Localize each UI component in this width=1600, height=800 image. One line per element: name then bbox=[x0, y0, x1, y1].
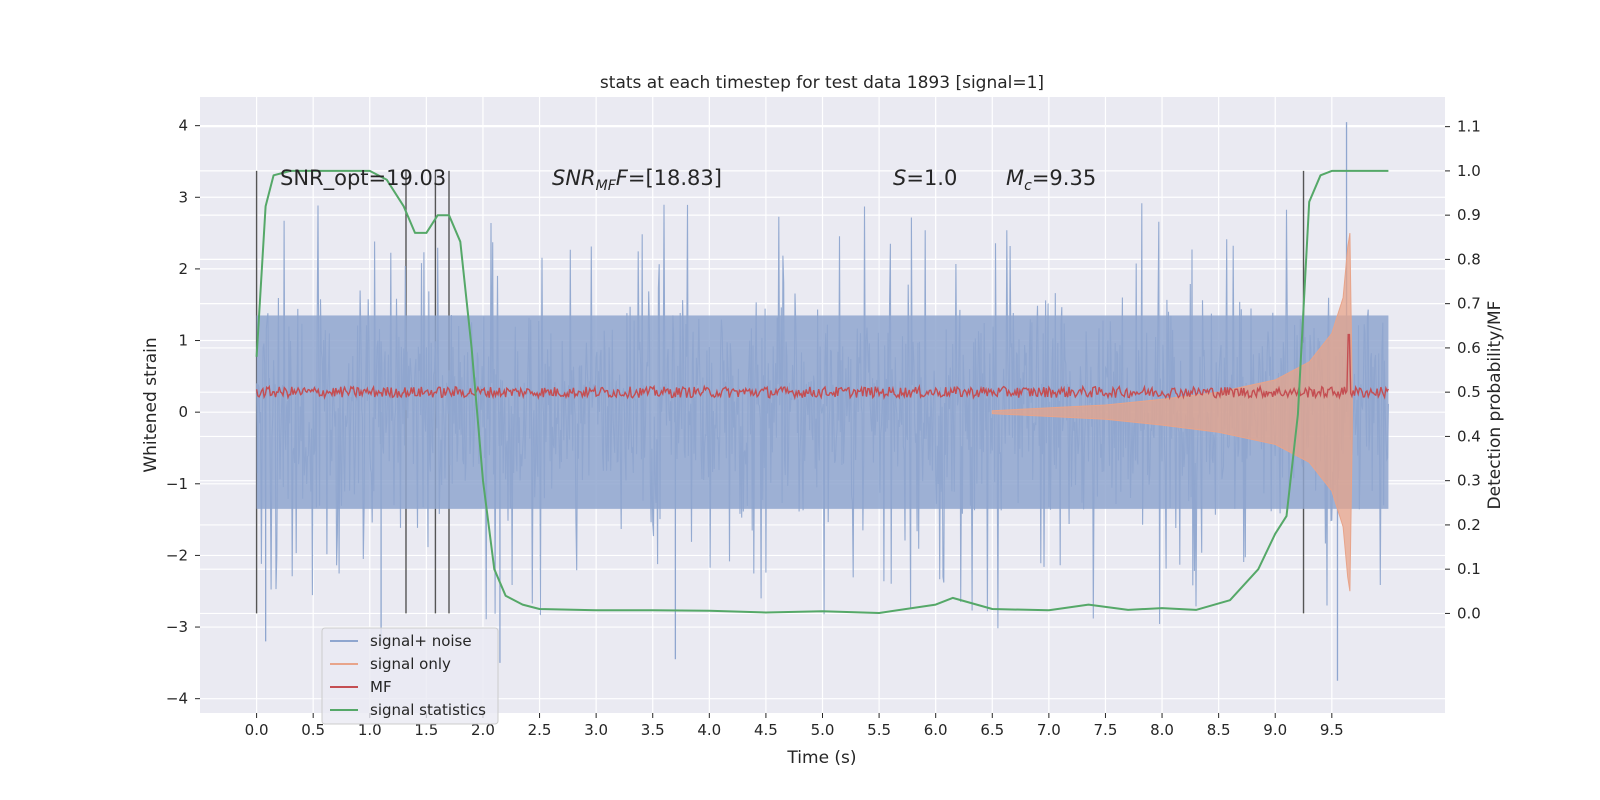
y-left-tick-label: 3 bbox=[178, 188, 188, 206]
y-right-tick-label: 1.0 bbox=[1457, 162, 1481, 180]
x-tick-label: 9.0 bbox=[1263, 721, 1287, 739]
y-left-tick-label: 1 bbox=[178, 332, 188, 350]
annotation-s: S=1.0 bbox=[893, 166, 957, 190]
y-right-tick-label: 0.1 bbox=[1457, 560, 1481, 578]
y-right-tick-label: 0.7 bbox=[1457, 295, 1481, 313]
x-axis-title: Time (s) bbox=[786, 748, 856, 768]
x-tick-label: 1.5 bbox=[414, 721, 438, 739]
x-tick-label: 3.0 bbox=[584, 721, 608, 739]
x-tick-labels: 0.0 0.5 1.0 1.5 2.0 2.5 3.0 3.5 4.0 4.5 5.0 5.5 6.0 6… bbox=[245, 713, 1344, 739]
x-tick-label: 0.5 bbox=[301, 721, 325, 739]
mc-symbol: M bbox=[1006, 166, 1024, 190]
y-left-tick-label: −1 bbox=[166, 475, 188, 493]
snr-mf-value: =[18.83] bbox=[628, 166, 722, 190]
mf-layer bbox=[255, 333, 1390, 401]
x-tick-label: 4.0 bbox=[697, 721, 721, 739]
y-right-tick-label: 0.9 bbox=[1457, 206, 1481, 224]
annotation-mc: Mc=9.35 bbox=[1006, 166, 1096, 194]
legend: signal+ noise signal only MF signal stat… bbox=[321, 627, 499, 725]
x-tick-label: 9.5 bbox=[1320, 721, 1344, 739]
y-right-tick-label: 0.5 bbox=[1457, 383, 1481, 401]
y-left-tick-labels: 4 3 2 1 0 −1 −2 −3 −4 bbox=[166, 117, 200, 708]
mc-value: =9.35 bbox=[1032, 166, 1096, 190]
legend-box bbox=[321, 627, 499, 725]
y-left-tick-label: 0 bbox=[178, 403, 188, 421]
legend-label-signal-statistics: signal statistics bbox=[370, 701, 486, 719]
x-tick-label: 8.0 bbox=[1150, 721, 1174, 739]
series-signal-statistics-line bbox=[255, 169, 1389, 614]
signal-only-layer bbox=[991, 233, 1353, 592]
x-tick-label: 6.5 bbox=[980, 721, 1004, 739]
snr-mf-subscript: MF bbox=[596, 178, 617, 194]
y-right-tick-label: 0.0 bbox=[1457, 604, 1481, 622]
series-mf-line bbox=[255, 333, 1390, 401]
x-tick-label: 1.0 bbox=[358, 721, 382, 739]
y-right-tick-label: 0.3 bbox=[1457, 472, 1481, 490]
x-tick-label: 5.5 bbox=[867, 721, 891, 739]
snr-mf-symbol: SNR bbox=[552, 166, 596, 190]
x-tick-label: 3.5 bbox=[641, 721, 665, 739]
y-right-axis-title: Detection probability/MF bbox=[1485, 301, 1505, 510]
x-tick-label: 2.5 bbox=[528, 721, 552, 739]
y-right-tick-label: 0.8 bbox=[1457, 250, 1481, 268]
y-right-tick-labels: 1.1 1.0 0.9 0.8 0.7 0.6 0.5 0.4 0.3 0.2 0.1 0.0 bbox=[1445, 118, 1481, 622]
legend-label-signal-noise: signal+ noise bbox=[370, 632, 472, 650]
y-right-tick-label: 0.4 bbox=[1457, 427, 1481, 445]
chart-title: stats at each timestep for test data 189… bbox=[600, 73, 1044, 93]
y-right-tick-label: 0.6 bbox=[1457, 339, 1481, 357]
s-symbol: S bbox=[893, 166, 906, 190]
x-tick-label: 8.5 bbox=[1207, 721, 1231, 739]
mc-subscript: c bbox=[1024, 178, 1032, 194]
s-value: =1.0 bbox=[906, 166, 957, 190]
x-tick-label: 6.0 bbox=[924, 721, 948, 739]
y-right-tick-label: 1.1 bbox=[1457, 118, 1481, 136]
signal-statistics-layer bbox=[255, 169, 1389, 614]
legend-label-mf: MF bbox=[370, 678, 392, 696]
y-left-tick-label: 2 bbox=[178, 260, 188, 278]
x-tick-label: 0.0 bbox=[245, 721, 269, 739]
x-tick-label: 7.0 bbox=[1037, 721, 1061, 739]
legend-label-signal-only: signal only bbox=[370, 655, 451, 673]
y-left-tick-label: −2 bbox=[166, 546, 188, 564]
annotation-snr-mf: SNRMFF=[18.83] bbox=[552, 166, 722, 194]
snr-mf-f: F bbox=[616, 166, 629, 190]
y-left-tick-label: −4 bbox=[166, 690, 188, 708]
y-left-tick-label: 4 bbox=[178, 117, 188, 135]
y-left-axis-title: Whitened strain bbox=[141, 337, 161, 472]
x-tick-label: 5.0 bbox=[811, 721, 835, 739]
x-tick-label: 7.5 bbox=[1094, 721, 1118, 739]
x-tick-label: 4.5 bbox=[754, 721, 778, 739]
y-left-tick-label: −3 bbox=[166, 618, 188, 636]
x-tick-label: 2.0 bbox=[471, 721, 495, 739]
y-right-tick-label: 0.2 bbox=[1457, 516, 1481, 534]
series-signal-only-envelope bbox=[991, 233, 1353, 592]
annotation-snr-opt: SNR_opt=19.03 bbox=[280, 166, 446, 191]
